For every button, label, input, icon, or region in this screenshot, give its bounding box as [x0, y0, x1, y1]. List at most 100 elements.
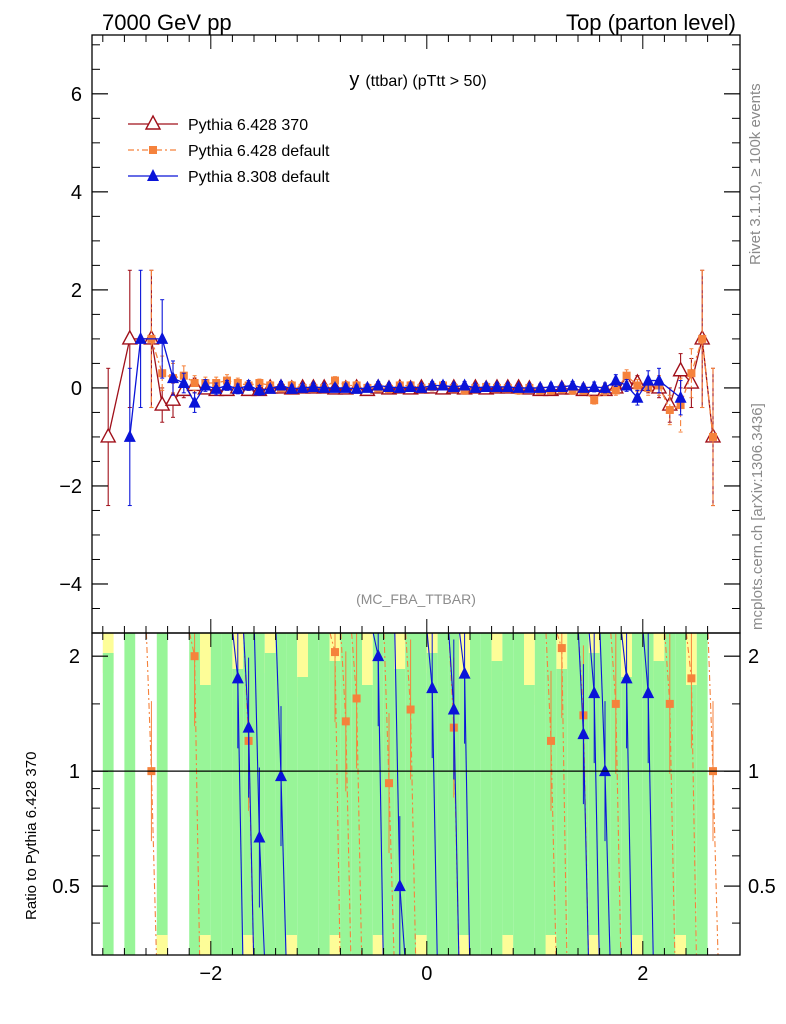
- band-green: [286, 633, 298, 955]
- ratio-point: [577, 727, 590, 740]
- ratio-series-p6-default: [145, 632, 719, 956]
- ratio-connector: [604, 771, 611, 956]
- ratio-connector: [405, 632, 412, 710]
- band-green: [426, 653, 438, 955]
- data-point: [458, 378, 471, 391]
- data-point: [275, 378, 287, 391]
- ratio-connector: [394, 632, 401, 887]
- band-green: [480, 633, 492, 955]
- data-point: [199, 378, 212, 391]
- band-green: [221, 633, 233, 955]
- band-yellow: [491, 633, 503, 681]
- data-point: [447, 379, 460, 392]
- ratio-connector: [248, 727, 255, 956]
- ratio-connector: [150, 771, 157, 956]
- data-point: [164, 390, 182, 406]
- band-yellow: [524, 633, 535, 705]
- data-point: [698, 334, 707, 343]
- ratio-connector: [356, 698, 363, 956]
- data-point: [134, 331, 147, 344]
- band-green: [491, 661, 503, 955]
- data-point: [383, 379, 395, 392]
- ratio-point: [190, 652, 199, 661]
- data-point: [331, 376, 339, 385]
- data-point: [318, 380, 331, 393]
- ratio-connector: [707, 632, 714, 772]
- band-green: [621, 677, 632, 955]
- main-axes: −4 −2 0 2 4 6: [59, 35, 740, 634]
- ytick-label: 2: [71, 280, 82, 302]
- ratio-connector: [459, 632, 466, 674]
- band-green: [124, 633, 136, 955]
- main-title-y: y: [349, 69, 359, 91]
- data-point: [609, 373, 622, 386]
- ratio-point: [547, 736, 555, 745]
- band-green: [329, 661, 341, 955]
- analysis-tag: (MC_FBA_TTBAR): [356, 591, 476, 607]
- ratio-ytick-label: 2: [69, 646, 80, 668]
- data-point: [545, 379, 557, 392]
- mcplots-label: mcplots.cern.ch [arXiv:1306.3436]: [749, 403, 766, 630]
- ratio-connector: [237, 678, 244, 956]
- ratio-connector: [626, 678, 633, 956]
- data-point: [588, 379, 601, 392]
- ratio-connector: [377, 656, 384, 956]
- ratio-axes: 0.5 0.5 1 1 2 2 −2 0 2: [52, 633, 776, 985]
- data-point: [577, 380, 590, 393]
- data-point: [339, 380, 352, 393]
- data-point: [221, 378, 233, 391]
- ytick-label: −4: [59, 574, 82, 596]
- band-green: [642, 633, 654, 955]
- xtick-label: 0: [421, 963, 432, 985]
- data-point: [123, 429, 136, 442]
- ratio-point: [665, 699, 674, 708]
- ratio-connector: [642, 632, 649, 694]
- data-point: [188, 395, 201, 408]
- ratio-connector: [712, 771, 719, 956]
- band-green: [351, 633, 362, 955]
- data-point: [555, 379, 568, 392]
- filled-triangle-icon: [147, 169, 159, 181]
- data-point: [672, 361, 689, 377]
- ratio-connector: [561, 648, 568, 956]
- data-point: [642, 373, 655, 386]
- band-green: [632, 633, 643, 955]
- band-green: [189, 633, 200, 955]
- legend-entry-p6-370: Pythia 6.428 370: [128, 114, 308, 134]
- data-point: [210, 381, 223, 394]
- ratio-connector: [340, 632, 347, 722]
- open-triangle-icon: [144, 114, 162, 130]
- band-green: [405, 633, 416, 955]
- xtick-label: −2: [199, 963, 222, 985]
- ytick-label: 4: [71, 182, 82, 204]
- ratio-connector: [545, 632, 552, 741]
- band-yellow: [200, 633, 211, 705]
- data-point: [393, 380, 406, 393]
- series-p8-default: [123, 269, 687, 507]
- band-yellow: [286, 935, 298, 955]
- band-yellow: [459, 935, 470, 955]
- data-point: [177, 376, 190, 389]
- ratio-connector: [253, 632, 260, 838]
- data-point: [255, 379, 264, 388]
- ratio-point: [611, 699, 620, 708]
- band-green: [297, 677, 308, 955]
- ratio-connector: [345, 721, 352, 956]
- data-point: [154, 395, 171, 411]
- ratio-point: [620, 671, 633, 684]
- header-left: 7000 GeV pp: [102, 10, 232, 35]
- data-point: [361, 380, 374, 393]
- ratio-connector: [383, 632, 390, 784]
- ratio-point: [385, 779, 393, 788]
- ratio-ytick-label-right: 1: [748, 761, 759, 783]
- ytick-label: 0: [71, 378, 82, 400]
- band-green: [556, 669, 568, 955]
- band-green: [653, 661, 665, 955]
- ratio-connector: [243, 632, 250, 728]
- ratio-connector: [556, 632, 563, 649]
- ratio-connector: [410, 709, 417, 956]
- data-point: [653, 373, 665, 386]
- legend-label-p6-370: Pythia 6.428 370: [188, 117, 308, 134]
- band-green: [372, 633, 384, 955]
